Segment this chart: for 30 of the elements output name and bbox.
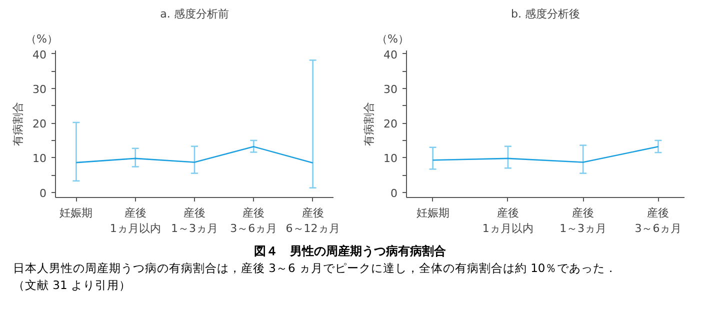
x-tick-label: 産後 6～12ヵ月 (286, 206, 340, 236)
text: （文献 31 より引用） (12, 277, 132, 294)
y-tick-label: 0 (390, 186, 398, 200)
chart-title: a. 感度分析前 (160, 8, 229, 20)
y-tick-label: 10 (384, 152, 398, 166)
line-series (432, 146, 659, 163)
chart-title: b. 感度分析後 (511, 8, 580, 20)
y-tick-label: 0 (40, 186, 46, 200)
text: （%） (376, 32, 409, 46)
y-tick-label: 30 (384, 83, 398, 96)
x-tick-label: 産後 1～3ヵ月 (171, 206, 218, 236)
text: 日本人男性の周産期うつ病の有病割合は，産後 3～6 ヵ月でピークに達し，全体の有病割合は約 10％であった． (12, 260, 618, 278)
y-tick-label: 40 (32, 48, 47, 62)
x-tick-label: 産後 3～6ヵ月 (634, 206, 682, 236)
y-tick-label: 20 (32, 118, 47, 131)
text: 図４ 男性の周産期うつ病有病割合 (253, 243, 447, 260)
y-axis-title: 有病割合 (12, 102, 25, 146)
y-tick-label: 30 (32, 83, 47, 96)
x-tick-label: 産後 1ヵ月以内 (482, 206, 534, 236)
x-tick-label: 妊娠期 (416, 206, 450, 220)
x-tick-label: 産後 1～3ヵ月 (560, 206, 607, 236)
y-tick-label: 40 (384, 48, 398, 62)
x-tick-label: 産後 3～6ヵ月 (230, 206, 278, 236)
line-series (76, 146, 314, 164)
y-tick-label: 20 (384, 118, 398, 131)
x-tick-label: 妊娠期 (60, 206, 93, 220)
y-axis-title: 有病割合 (362, 102, 376, 146)
y-tick-label: 10 (32, 152, 47, 166)
x-tick-label: 産後 1ヵ月以内 (110, 206, 161, 236)
text: （%） (26, 32, 58, 46)
